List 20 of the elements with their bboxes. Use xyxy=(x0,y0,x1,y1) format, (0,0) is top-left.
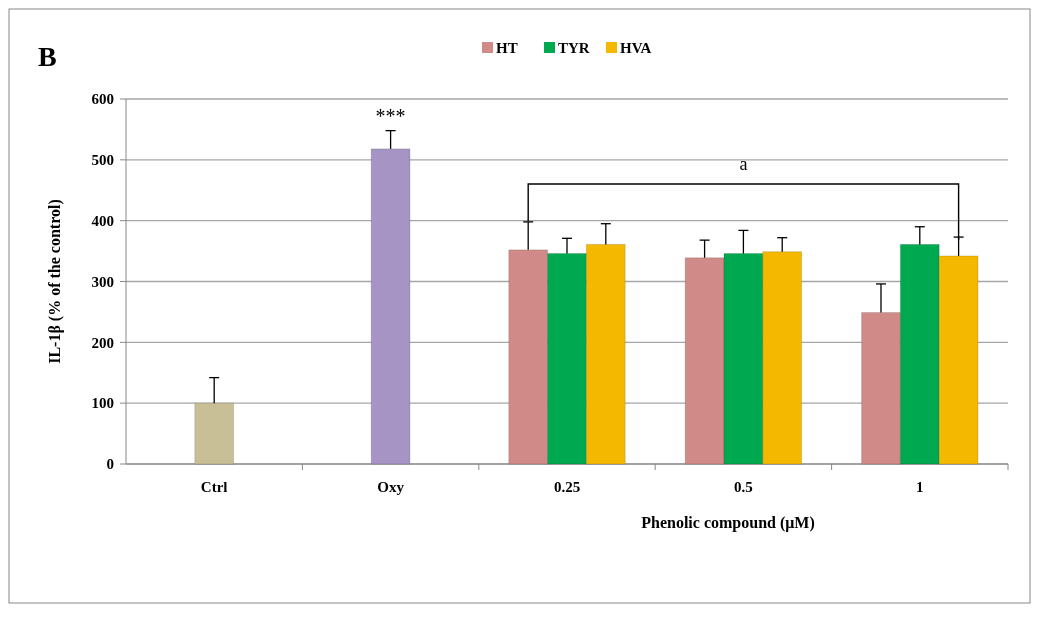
y-tick-label: 300 xyxy=(91,273,114,290)
y-tick-label: 600 xyxy=(91,91,114,108)
y-tick-label: 200 xyxy=(91,334,114,351)
annotation: a xyxy=(739,154,748,174)
legend-label: TYR xyxy=(558,40,590,57)
x-tick-label: Oxy xyxy=(377,479,405,495)
y-tick-label: 400 xyxy=(91,212,114,229)
x-axis-title: Phenolic compound (μM) xyxy=(641,514,815,532)
x-tick-label: Ctrl xyxy=(200,479,228,495)
x-tick-label: 1 xyxy=(916,479,924,495)
x-tick-label: 0.5 xyxy=(734,479,753,495)
chart-title: B xyxy=(38,41,57,72)
y-tick-label: 0 xyxy=(106,456,114,473)
y-tick-label: 100 xyxy=(91,395,114,412)
x-tick-label: 0.25 xyxy=(553,479,581,495)
y-axis-title: IL-1β (% of the control) xyxy=(46,199,64,364)
y-tick-label: 500 xyxy=(91,152,114,169)
legend-label: HVA xyxy=(620,40,652,57)
annotation: *** xyxy=(375,104,406,127)
legend-label: HT xyxy=(496,40,518,57)
